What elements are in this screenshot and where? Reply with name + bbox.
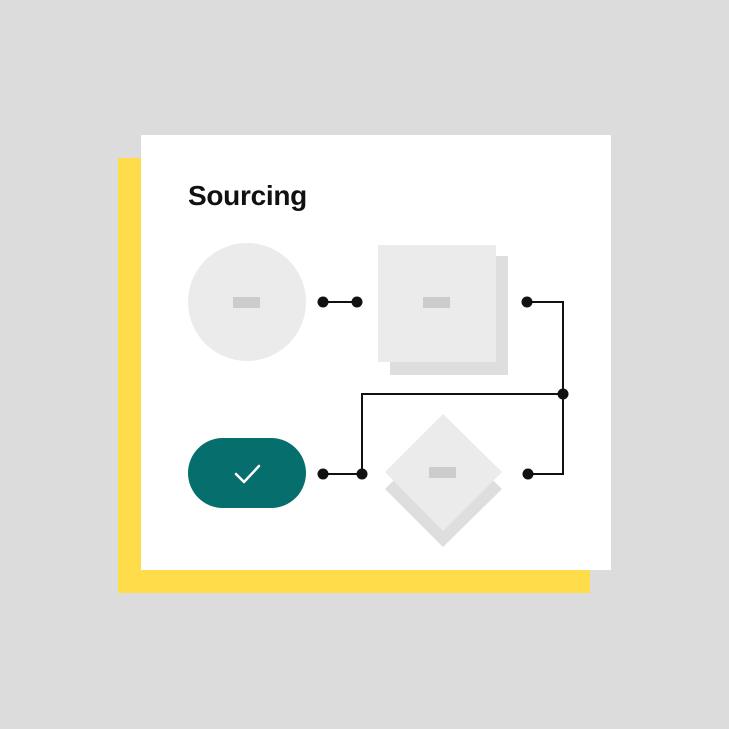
connector-dot <box>522 468 534 480</box>
circle-node <box>188 243 306 361</box>
connector-dot <box>356 468 368 480</box>
minus-mark <box>429 467 456 478</box>
connectors <box>323 301 564 475</box>
done-pill-node <box>188 438 306 508</box>
check-icon <box>234 464 261 484</box>
connector-branch <box>323 393 563 475</box>
done-pill-shape <box>188 438 306 508</box>
connector-dot <box>317 468 329 480</box>
connector-dots <box>317 296 569 480</box>
card-title: Sourcing <box>188 180 307 211</box>
diamond-node <box>385 414 502 547</box>
minus-mark <box>423 297 450 308</box>
connector-square-right <box>527 301 564 475</box>
minus-mark <box>233 297 260 308</box>
connector-dot <box>317 296 329 308</box>
connector-dot <box>521 296 533 308</box>
connector-dot <box>557 388 569 400</box>
square-node <box>378 245 508 375</box>
connector-dot <box>351 296 363 308</box>
